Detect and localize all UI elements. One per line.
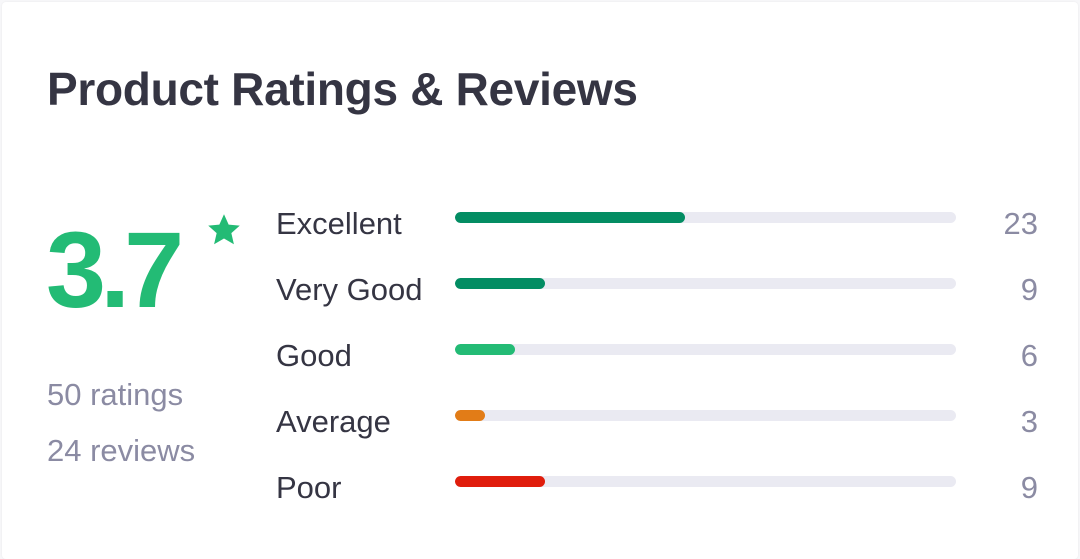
rating-row-average: Average 3	[276, 390, 1046, 456]
rating-row-count: 3	[1020, 404, 1038, 439]
rating-bar-track	[455, 344, 956, 355]
average-rating: 3.7	[46, 209, 240, 330]
rating-row-label: Excellent	[276, 206, 402, 241]
average-score: 3.7	[46, 209, 184, 330]
rating-bar-track	[455, 212, 956, 223]
rating-row-excellent: Excellent 23	[276, 192, 1046, 258]
rating-row-good: Good 6	[276, 324, 1046, 390]
rating-row-label: Good	[276, 338, 352, 373]
rating-bar-fill	[455, 212, 686, 223]
rating-bar-fill	[455, 344, 516, 355]
rating-bar-fill	[455, 476, 546, 487]
rating-row-count: 9	[1020, 272, 1038, 307]
rating-row-label: Average	[276, 404, 391, 439]
rating-bar-fill	[455, 410, 486, 421]
rating-bar-track	[455, 278, 956, 289]
card-title: Product Ratings & Reviews	[47, 63, 638, 115]
rating-bar-fill	[455, 278, 546, 289]
rating-row-poor: Poor 9	[276, 456, 1046, 522]
rating-bar-track	[455, 410, 956, 421]
rating-row-count: 6	[1020, 338, 1038, 373]
rating-row-label: Poor	[276, 470, 342, 505]
reviews-count: 24 reviews	[47, 433, 196, 468]
rating-bar-track	[455, 476, 956, 487]
rating-row-label: Very Good	[276, 272, 423, 307]
star-icon	[208, 214, 240, 245]
rating-row-count: 23	[1003, 206, 1038, 241]
rating-row-count: 9	[1020, 470, 1038, 505]
ratings-count: 50 ratings	[47, 377, 184, 412]
rating-row-very-good: Very Good 9	[276, 258, 1046, 324]
